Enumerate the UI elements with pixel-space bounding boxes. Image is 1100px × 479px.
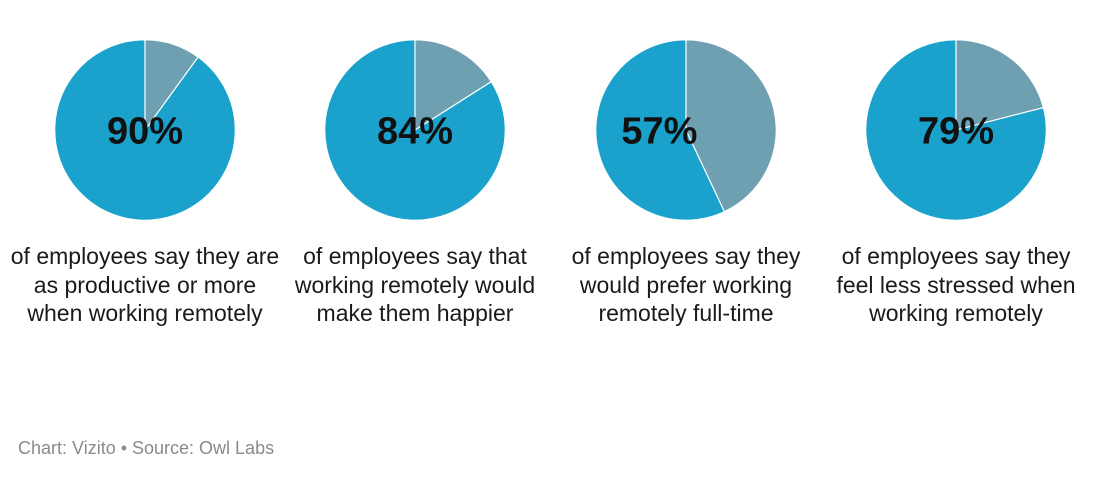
pie-slice-remainder <box>685 39 777 213</box>
pie-panel-4: 79% of employees say they feel less stre… <box>821 0 1091 400</box>
pie-panel-1: 90% of employees say they are as product… <box>10 0 280 400</box>
pie-chart-2: 84% <box>324 39 506 221</box>
pie-caption: of employees say they would prefer worki… <box>571 243 801 326</box>
pie-caption: of employees say they are as productive … <box>10 243 280 326</box>
pie-slice-value <box>595 39 726 221</box>
pie-percent-label: 90% <box>107 110 183 152</box>
pie-caption: of employees say that working remotely w… <box>294 243 536 326</box>
pie-slice-remainder <box>144 39 199 132</box>
pie-percent-label: 79% <box>918 110 994 152</box>
pie-slice-value <box>865 39 1047 221</box>
pie-chart-4: 79% <box>865 39 1047 221</box>
chart-source-footer: Chart: Vizito • Source: Owl Labs <box>18 438 275 458</box>
pie-slice-value <box>54 39 236 221</box>
pie-slice-remainder <box>414 39 492 132</box>
pie-percent-label: 57% <box>621 110 697 152</box>
pie-percent-label: 84% <box>377 110 453 152</box>
pie-chart-1: 90% <box>54 39 236 221</box>
pie-panel-3: 57% of employees say they would prefer w… <box>551 0 821 400</box>
pie-caption: of employees say they feel less stressed… <box>836 243 1076 326</box>
pie-panel-2: 84% of employees say that working remote… <box>280 0 550 400</box>
pie-chart-3: 57% <box>595 39 777 221</box>
pie-slice-remainder <box>955 39 1045 131</box>
